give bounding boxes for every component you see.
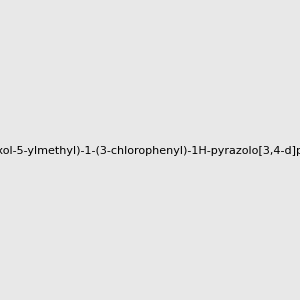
Text: N-(1,3-benzodioxol-5-ylmethyl)-1-(3-chlorophenyl)-1H-pyrazolo[3,4-d]pyrimidin-4-: N-(1,3-benzodioxol-5-ylmethyl)-1-(3-chlo… (0, 146, 300, 157)
